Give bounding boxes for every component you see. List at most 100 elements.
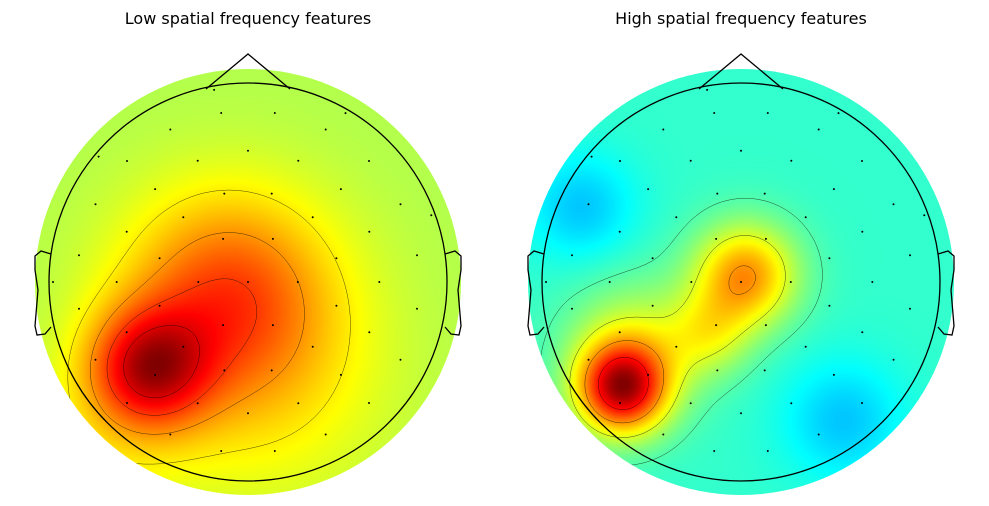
electrode-marker [271, 324, 274, 327]
electrode-marker [647, 373, 650, 376]
left-ear-outline [34, 250, 52, 336]
head-circle [48, 82, 448, 482]
electrode-marker [94, 203, 97, 206]
electrode-marker [828, 257, 831, 260]
electrode-marker [399, 203, 402, 206]
electrode-marker [273, 450, 276, 452]
electrode-marker [706, 88, 709, 91]
electrode-marker [297, 159, 300, 162]
nose-outline [205, 53, 291, 90]
electrode-marker [651, 304, 654, 307]
electrode-marker [125, 230, 128, 233]
electrode-marker [368, 402, 370, 404]
right-ear-outline [937, 250, 955, 336]
electrode-markers-right [545, 88, 926, 452]
electrode-marker [909, 254, 911, 257]
electrode-marker [94, 358, 97, 361]
electrode-marker [817, 128, 820, 131]
electrode-marker [182, 345, 185, 348]
electrode-marker [651, 257, 654, 260]
contour-lines-right [539, 198, 823, 466]
electrode-marker [335, 257, 338, 260]
electrode-marker [399, 358, 402, 361]
electrode-marker [247, 412, 249, 415]
electrode-marker [571, 307, 573, 310]
electrode-marker [763, 369, 766, 372]
electrode-marker [247, 149, 249, 152]
electrode-marker [861, 331, 864, 334]
electrode-marker [789, 281, 792, 283]
electrode-marker [804, 216, 807, 219]
electrode-marker [52, 281, 54, 283]
electrode-marker [545, 281, 547, 283]
electrode-marker [713, 112, 716, 114]
electrode-marker [247, 281, 249, 283]
electrode-markers-left [52, 88, 433, 452]
electrode-marker [861, 160, 863, 162]
electrode-marker [125, 331, 128, 334]
electrode-marker [416, 254, 418, 257]
electrode-marker [222, 324, 225, 327]
electrode-marker [766, 112, 769, 114]
contour-level-4 [598, 357, 649, 410]
electrode-marker [324, 433, 327, 436]
electrode-marker [832, 373, 835, 376]
electrode-marker [740, 149, 742, 152]
contour-level-4 [123, 325, 200, 399]
electrode-marker [324, 128, 327, 131]
electrode-marker [571, 254, 573, 257]
electrode-marker [763, 192, 766, 195]
electrode-marker [97, 155, 100, 158]
electrode-marker [828, 304, 831, 307]
electrode-marker [223, 369, 226, 372]
electrode-marker [713, 450, 716, 452]
electrode-marker [689, 402, 692, 405]
electrode-marker [154, 373, 157, 376]
electrode-marker [126, 402, 128, 404]
head-outline-left [34, 53, 462, 482]
electrode-marker [339, 373, 342, 376]
electrode-marker [220, 112, 223, 114]
electrode-marker [790, 159, 793, 162]
electrode-marker [158, 304, 161, 307]
chart-title-right: High spatial frequency features [615, 9, 867, 28]
electrode-marker [296, 281, 299, 283]
electrode-marker [271, 237, 274, 240]
electrode-marker [618, 230, 621, 233]
electrode-marker [892, 358, 895, 361]
electrode-marker [378, 281, 381, 283]
electrode-marker [430, 214, 433, 217]
electrode-marker [618, 331, 621, 334]
electrode-marker [270, 369, 273, 372]
topomap-left: Low spatial frequency features [34, 9, 462, 495]
electrode-marker [817, 433, 820, 436]
electrode-marker [675, 345, 678, 348]
electrode-marker [764, 324, 767, 327]
electrode-marker [220, 450, 223, 452]
contour-level-3 [106, 278, 258, 416]
contour-level-1 [67, 189, 351, 465]
electrode-marker [690, 281, 693, 283]
head-circle [541, 82, 941, 482]
electrode-marker [368, 230, 371, 233]
electrode-marker [740, 281, 742, 283]
electrode-marker [335, 304, 338, 307]
electrode-marker [169, 433, 172, 436]
electrode-marker [619, 160, 621, 162]
electrode-marker [273, 112, 276, 114]
electrode-marker [764, 237, 767, 240]
electrode-marker [154, 188, 157, 191]
electrode-marker [368, 160, 370, 162]
electrode-marker [297, 402, 300, 405]
electrode-marker [311, 345, 314, 348]
electrode-marker [270, 192, 273, 195]
electrode-marker [715, 324, 718, 327]
electrode-marker [619, 402, 621, 404]
electrode-marker [197, 281, 200, 283]
electrode-marker [740, 412, 742, 415]
electrode-marker [158, 257, 161, 260]
electrode-marker [223, 192, 226, 195]
electrode-marker [78, 307, 80, 310]
electrode-marker [311, 216, 314, 219]
